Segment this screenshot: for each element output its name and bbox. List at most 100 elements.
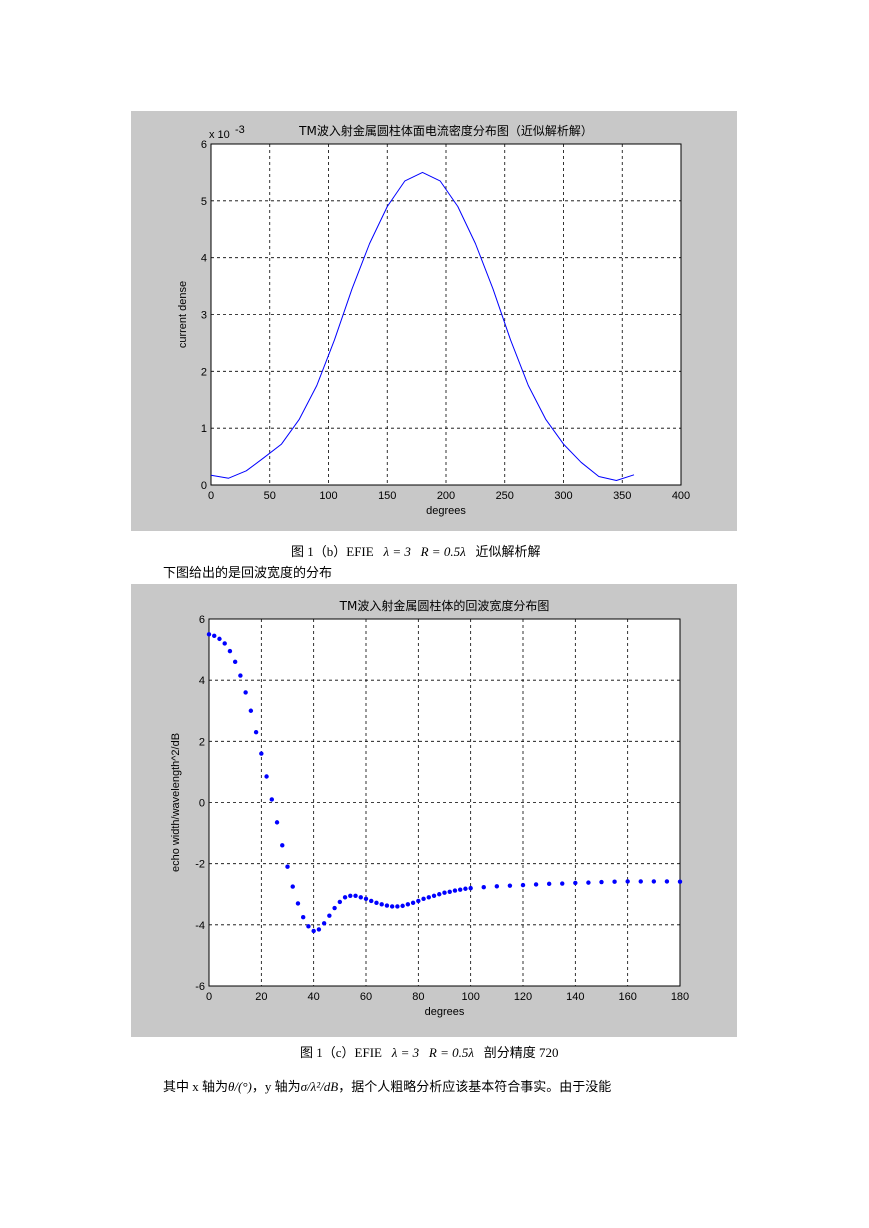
y-tick-label: 4 xyxy=(201,253,207,265)
data-point xyxy=(431,893,437,898)
caption-1b-suffix: 近似解析解 xyxy=(475,544,541,559)
data-point xyxy=(442,890,447,895)
y-axis-exponent-label: x 10 xyxy=(209,129,230,141)
caption-1c-prefix: 图 1（c）EFIE xyxy=(300,1045,382,1060)
data-point xyxy=(348,893,353,898)
data-point xyxy=(238,673,243,678)
data-point xyxy=(337,899,343,905)
y-tick-label: 6 xyxy=(201,139,207,151)
caption-1b-eq2: R = 0.5λ xyxy=(420,544,466,559)
x-tick-label: 150 xyxy=(378,490,396,502)
data-point xyxy=(437,892,442,897)
y-tick-label: 2 xyxy=(201,366,207,378)
x-tick-label: 350 xyxy=(613,490,631,502)
data-point xyxy=(264,774,269,779)
data-point xyxy=(612,879,617,884)
data-point xyxy=(358,895,363,900)
data-point xyxy=(560,881,565,886)
plot-frame xyxy=(208,618,681,987)
y-tick-label: -6 xyxy=(195,981,205,993)
data-point xyxy=(468,885,473,891)
data-point xyxy=(243,690,248,695)
data-point xyxy=(306,924,311,929)
series-line xyxy=(210,171,635,481)
data-point xyxy=(321,921,327,926)
data-point xyxy=(507,883,513,888)
data-point xyxy=(573,880,578,886)
data-point xyxy=(269,797,274,802)
chart-title: TM波入射金属圆柱体的回波宽度分布图 xyxy=(339,598,550,613)
data-point xyxy=(274,820,280,825)
data-point xyxy=(395,904,400,909)
data-point xyxy=(458,887,463,892)
data-point xyxy=(363,896,369,902)
paragraph-text-3: ，据个人粗略分析应该基本符合事实。由于没能 xyxy=(338,1079,612,1094)
y-tick-label: 0 xyxy=(201,480,207,492)
data-point xyxy=(586,880,591,885)
x-tick-label: 180 xyxy=(671,991,689,1003)
x-axis-label: degrees xyxy=(426,505,466,517)
x-tick-label: 60 xyxy=(360,991,372,1003)
paragraph-axis-description: 其中 x 轴为θ/(°)，y 轴为σ/λ²/dB，据个人粗略分析应该基本符合事实… xyxy=(163,1076,611,1095)
paragraph-between-figures: 下图给出的是回波宽度的分布 xyxy=(163,565,333,580)
y-tick-label: -2 xyxy=(195,859,205,871)
figure-1b-current-density-chart: 0 50 100 150 200 250 300 350 400 0 1 2 3 4 5 6 TM波入射金属圆柱… xyxy=(131,111,737,531)
x-tick-label: 0 xyxy=(208,490,214,502)
data-point xyxy=(416,898,421,904)
data-point xyxy=(248,708,254,713)
plot-frame xyxy=(210,143,682,486)
data-point xyxy=(290,884,295,889)
chart-title: TM波入射金属圆柱体面电流密度分布图（近似解析解） xyxy=(298,123,593,138)
figure-1c-echo-width-chart: 0 20 40 60 80 100 120 140 160 180 -6 -4 -2 0 2 4 6 TM波入射金… xyxy=(131,584,737,1037)
data-point xyxy=(638,879,643,884)
paragraph-math-sigma: σ/λ²/dB xyxy=(300,1079,339,1094)
data-point xyxy=(369,898,374,904)
x-tick-label: 400 xyxy=(672,490,690,502)
data-point xyxy=(280,843,285,848)
x-tick-label: 120 xyxy=(514,991,532,1003)
x-tick-label: 100 xyxy=(461,991,479,1003)
data-point xyxy=(405,902,411,907)
data-point xyxy=(426,895,431,900)
y-tick-label: 3 xyxy=(201,310,207,322)
data-point xyxy=(533,882,539,887)
data-point xyxy=(452,888,458,893)
data-point xyxy=(546,881,552,887)
x-tick-label: 160 xyxy=(618,991,636,1003)
data-point xyxy=(400,903,405,909)
data-point xyxy=(664,879,670,884)
y-axis-label: current dense xyxy=(177,281,189,348)
y-tick-label: 6 xyxy=(199,614,205,626)
data-point xyxy=(677,879,683,884)
data-point xyxy=(625,879,630,884)
data-point xyxy=(232,659,238,665)
x-tick-label: 200 xyxy=(437,490,455,502)
data-point xyxy=(206,632,212,637)
data-point xyxy=(389,904,395,909)
data-point xyxy=(332,905,337,911)
data-point xyxy=(353,893,358,898)
data-point xyxy=(421,896,426,902)
data-point xyxy=(259,751,264,756)
x-axis-label: degrees xyxy=(425,1006,465,1018)
x-tick-label: 50 xyxy=(264,490,276,502)
chart-echo-width-svg: 0 20 40 60 80 100 120 140 160 180 -6 -4 -2 0 2 4 6 TM波入射金… xyxy=(170,598,689,1018)
data-point xyxy=(327,913,332,918)
x-tick-label: 0 xyxy=(206,991,212,1003)
caption-1b-eq1: λ = 3 xyxy=(383,544,411,559)
chart-current-density-svg: 0 50 100 150 200 250 300 350 400 0 1 2 3 4 5 6 TM波入射金属圆柱… xyxy=(177,123,690,517)
data-point xyxy=(217,636,222,642)
y-axis-exponent-power: -3 xyxy=(235,124,245,136)
x-tick-label: 20 xyxy=(255,991,267,1003)
paragraph-math-theta: θ/(°) xyxy=(228,1079,252,1094)
data-point xyxy=(494,884,500,889)
y-tick-label: -4 xyxy=(195,920,205,932)
y-tick-label: 2 xyxy=(199,736,205,748)
caption-1c-suffix: 剖分精度 720 xyxy=(483,1045,559,1060)
x-tick-label: 100 xyxy=(319,490,337,502)
data-point xyxy=(651,879,657,884)
data-point xyxy=(253,729,259,735)
y-axis-label: echo width/wavelength^2/dB xyxy=(170,733,182,872)
data-point xyxy=(384,903,390,908)
data-point xyxy=(447,889,452,895)
